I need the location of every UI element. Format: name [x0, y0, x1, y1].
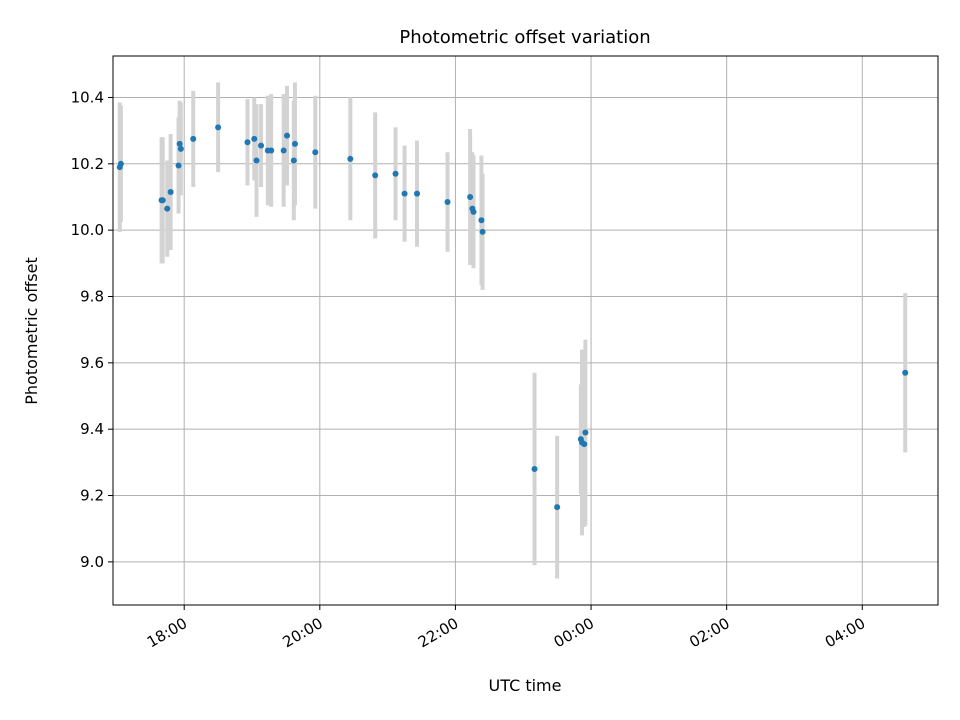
data-point [117, 160, 124, 167]
x-tick-label: 22:00 [415, 614, 461, 651]
y-tick-label: 9.0 [80, 553, 104, 571]
data-point [401, 190, 408, 197]
grid-lines [113, 56, 938, 605]
data-point [167, 189, 174, 196]
data-point [582, 429, 589, 436]
y-tick-label: 10.2 [71, 155, 104, 173]
data-point [478, 217, 485, 224]
y-tick-label: 10.4 [71, 88, 104, 106]
data-point [284, 132, 291, 139]
data-point [554, 504, 561, 511]
data-point [470, 208, 477, 215]
error-bars [117, 82, 908, 579]
data-point [290, 157, 297, 164]
y-tick-label: 9.2 [80, 487, 104, 505]
data-point [280, 147, 287, 154]
x-tick-label: 20:00 [279, 614, 325, 651]
data-point [159, 197, 166, 204]
data-point [176, 140, 183, 147]
y-tick-label: 9.4 [80, 420, 104, 438]
data-point [479, 228, 486, 235]
data-point [175, 162, 182, 169]
data-point [215, 124, 222, 131]
data-point [531, 465, 538, 472]
x-tick-label: 00:00 [551, 614, 597, 651]
data-point [444, 198, 451, 205]
x-tick-label: 04:00 [822, 614, 868, 651]
data-point [251, 135, 258, 142]
x-tick-label: 18:00 [144, 614, 190, 651]
data-point [392, 170, 399, 177]
x-tick-label: 02:00 [686, 614, 732, 651]
y-axis-label: Photometric offset [22, 257, 41, 405]
x-axis-label: UTC time [489, 676, 562, 695]
data-point [244, 139, 251, 146]
data-point [467, 193, 474, 200]
data-point [581, 441, 588, 448]
data-point [291, 140, 298, 147]
y-tick-label: 10.0 [71, 221, 104, 239]
data-point [902, 369, 909, 376]
data-point [164, 205, 171, 212]
chart-title: Photometric offset variation [399, 27, 650, 48]
y-tick-label: 9.6 [80, 354, 104, 372]
data-point [258, 142, 265, 149]
data-point [253, 157, 260, 164]
data-point [190, 135, 197, 142]
data-point [312, 149, 319, 156]
data-point [347, 155, 354, 162]
data-points [116, 124, 909, 511]
plot-frame [112, 55, 939, 606]
data-point [177, 145, 184, 152]
data-point [414, 190, 421, 197]
data-point [268, 147, 275, 154]
y-tick-label: 9.8 [80, 287, 104, 305]
data-point [372, 172, 379, 179]
